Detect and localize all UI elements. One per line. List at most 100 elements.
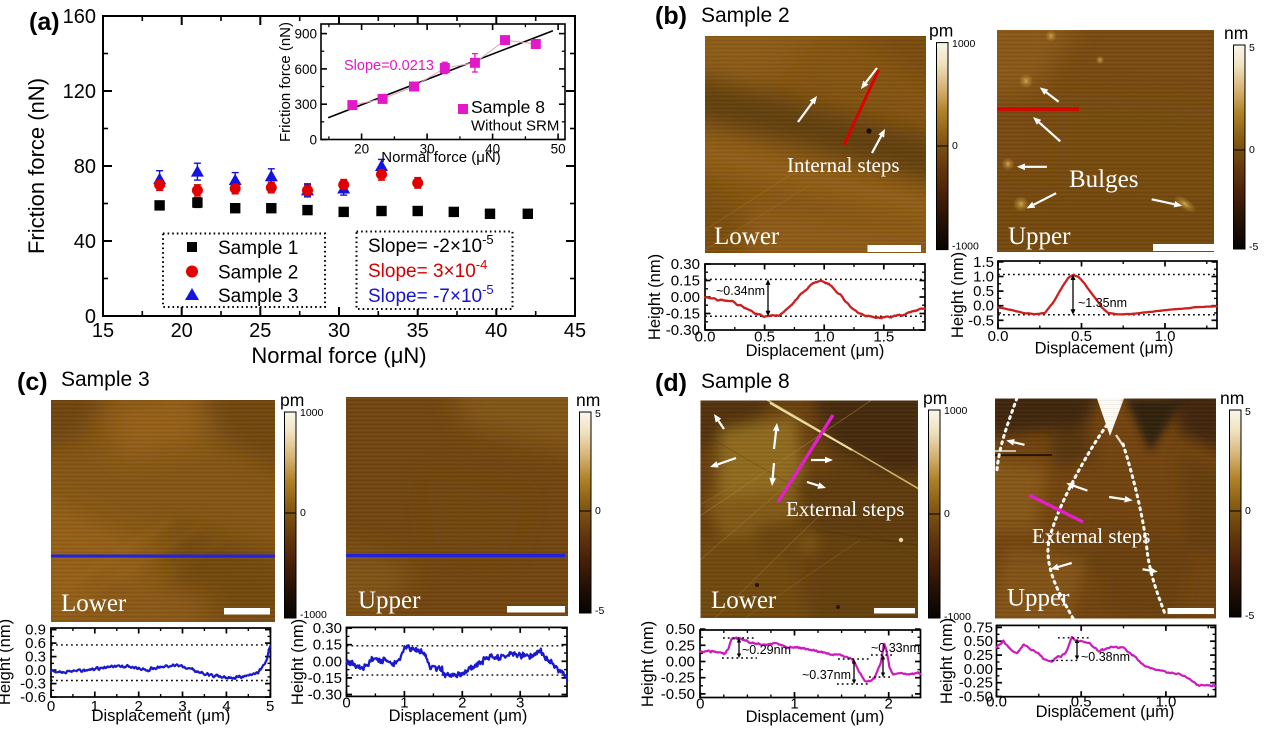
svg-text:1.0: 1.0 bbox=[1155, 328, 1176, 345]
svg-text:1000: 1000 bbox=[300, 407, 324, 419]
svg-text:-0.50: -0.50 bbox=[661, 686, 695, 703]
svg-text:80: 80 bbox=[74, 156, 96, 178]
svg-text:-0.25: -0.25 bbox=[661, 670, 695, 687]
svg-text:~0.38nm: ~0.38nm bbox=[1081, 650, 1130, 664]
svg-text:20: 20 bbox=[354, 142, 369, 157]
svg-text:0.30: 0.30 bbox=[671, 256, 700, 273]
svg-text:-0.5: -0.5 bbox=[968, 312, 994, 329]
svg-text:Sample 3: Sample 3 bbox=[61, 368, 150, 391]
svg-text:30: 30 bbox=[328, 320, 350, 342]
svg-text:0.25: 0.25 bbox=[964, 647, 993, 664]
svg-text:0.50: 0.50 bbox=[666, 621, 695, 638]
svg-text:2: 2 bbox=[885, 696, 893, 713]
svg-text:0: 0 bbox=[1245, 505, 1251, 517]
svg-text:0.3: 0.3 bbox=[25, 649, 46, 666]
svg-text:Height (nm): Height (nm) bbox=[949, 252, 967, 338]
svg-text:300: 300 bbox=[294, 97, 317, 112]
svg-text:0.6: 0.6 bbox=[25, 635, 46, 652]
svg-text:0.0: 0.0 bbox=[25, 662, 46, 679]
svg-text:-0.15: -0.15 bbox=[666, 306, 700, 323]
svg-text:50: 50 bbox=[551, 142, 566, 157]
svg-text:Displacement (μm): Displacement (μm) bbox=[1035, 340, 1174, 358]
svg-text:1.5: 1.5 bbox=[873, 329, 894, 346]
svg-text:Friction force (nN): Friction force (nN) bbox=[24, 78, 49, 254]
svg-text:Lower: Lower bbox=[711, 587, 777, 614]
svg-text:Height (nm): Height (nm) bbox=[938, 618, 956, 704]
svg-text:0: 0 bbox=[595, 505, 601, 517]
svg-text:Height (nm): Height (nm) bbox=[646, 254, 664, 340]
svg-text:Height (nm): Height (nm) bbox=[0, 619, 14, 705]
svg-text:Slope= -2×10-5: Slope= -2×10-5 bbox=[368, 232, 494, 257]
svg-text:1000: 1000 bbox=[952, 38, 976, 50]
svg-text:0: 0 bbox=[944, 508, 950, 520]
svg-text:Sample 3: Sample 3 bbox=[218, 286, 298, 307]
svg-text:-0.15: -0.15 bbox=[308, 670, 342, 687]
svg-text:Sample 2: Sample 2 bbox=[701, 4, 790, 27]
svg-text:-1000: -1000 bbox=[300, 609, 327, 621]
svg-text:1.0: 1.0 bbox=[814, 329, 835, 346]
svg-text:Normal force (μN): Normal force (μN) bbox=[381, 149, 501, 166]
svg-text:Internal steps: Internal steps bbox=[787, 153, 900, 177]
svg-text:2: 2 bbox=[458, 694, 466, 711]
svg-text:3: 3 bbox=[178, 698, 186, 715]
svg-text:nm: nm bbox=[576, 390, 600, 410]
svg-text:Displacement (μm): Displacement (μm) bbox=[1036, 703, 1175, 721]
svg-text:(a): (a) bbox=[29, 8, 60, 36]
svg-text:30: 30 bbox=[420, 142, 435, 157]
svg-text:0.0: 0.0 bbox=[973, 298, 994, 315]
svg-text:1.0: 1.0 bbox=[973, 269, 994, 286]
svg-text:0.00: 0.00 bbox=[313, 653, 342, 670]
svg-text:120: 120 bbox=[63, 81, 96, 103]
svg-text:0: 0 bbox=[300, 507, 306, 519]
svg-text:-0.50: -0.50 bbox=[959, 689, 993, 706]
svg-text:0.9: 0.9 bbox=[25, 622, 46, 639]
svg-text:Displacement (μm): Displacement (μm) bbox=[389, 707, 528, 725]
svg-text:Slope= -7×10-5: Slope= -7×10-5 bbox=[368, 282, 494, 307]
svg-text:0.5: 0.5 bbox=[1071, 694, 1092, 711]
svg-text:0.50: 0.50 bbox=[964, 633, 993, 650]
svg-text:5: 5 bbox=[266, 698, 274, 715]
svg-text:0: 0 bbox=[47, 698, 55, 715]
svg-text:0.0: 0.0 bbox=[988, 328, 1009, 345]
svg-text:0.25: 0.25 bbox=[666, 637, 695, 654]
svg-text:1: 1 bbox=[790, 696, 798, 713]
svg-text:(c): (c) bbox=[17, 368, 48, 396]
svg-text:pm: pm bbox=[280, 390, 304, 410]
svg-text:-0.6: -0.6 bbox=[20, 689, 46, 706]
svg-text:Lower: Lower bbox=[714, 223, 780, 250]
svg-text:pm: pm bbox=[929, 21, 953, 41]
svg-text:~0.29nm: ~0.29nm bbox=[742, 643, 791, 657]
svg-text:0: 0 bbox=[1249, 144, 1255, 156]
svg-text:0.00: 0.00 bbox=[671, 289, 700, 306]
svg-text:40: 40 bbox=[485, 142, 500, 157]
svg-text:~0.33nm: ~0.33nm bbox=[871, 641, 920, 655]
svg-text:2: 2 bbox=[135, 698, 143, 715]
svg-text:Sample 8: Sample 8 bbox=[701, 370, 790, 393]
svg-text:Displacement (μm): Displacement (μm) bbox=[746, 708, 885, 726]
svg-text:Displacement (μm): Displacement (μm) bbox=[92, 707, 231, 725]
svg-text:900: 900 bbox=[294, 27, 317, 42]
svg-text:Bulges: Bulges bbox=[1069, 166, 1138, 193]
svg-text:40: 40 bbox=[485, 320, 507, 342]
svg-text:5: 5 bbox=[595, 408, 601, 420]
svg-text:0.15: 0.15 bbox=[671, 273, 700, 290]
svg-text:Height (nm): Height (nm) bbox=[289, 619, 307, 705]
svg-text:4: 4 bbox=[222, 698, 230, 715]
svg-text:0.00: 0.00 bbox=[666, 654, 695, 671]
svg-text:-5: -5 bbox=[595, 605, 604, 617]
svg-text:nm: nm bbox=[1220, 388, 1244, 408]
svg-text:Sample 1: Sample 1 bbox=[218, 238, 298, 259]
svg-text:~0.34nm: ~0.34nm bbox=[716, 284, 765, 298]
svg-text:Sample 8: Sample 8 bbox=[471, 97, 545, 117]
svg-text:0.00: 0.00 bbox=[964, 661, 993, 678]
svg-text:External steps: External steps bbox=[1032, 524, 1150, 548]
svg-text:25: 25 bbox=[249, 320, 271, 342]
svg-text:20: 20 bbox=[171, 320, 193, 342]
svg-text:Friction force (nN): Friction force (nN) bbox=[277, 22, 294, 142]
svg-text:-5: -5 bbox=[1249, 241, 1258, 253]
svg-text:-0.25: -0.25 bbox=[959, 675, 993, 692]
svg-text:5: 5 bbox=[1249, 42, 1255, 54]
svg-text:Normal force (μN): Normal force (μN) bbox=[251, 343, 426, 368]
svg-text:0: 0 bbox=[85, 306, 96, 328]
svg-text:Slope=0.0213: Slope=0.0213 bbox=[344, 58, 434, 74]
